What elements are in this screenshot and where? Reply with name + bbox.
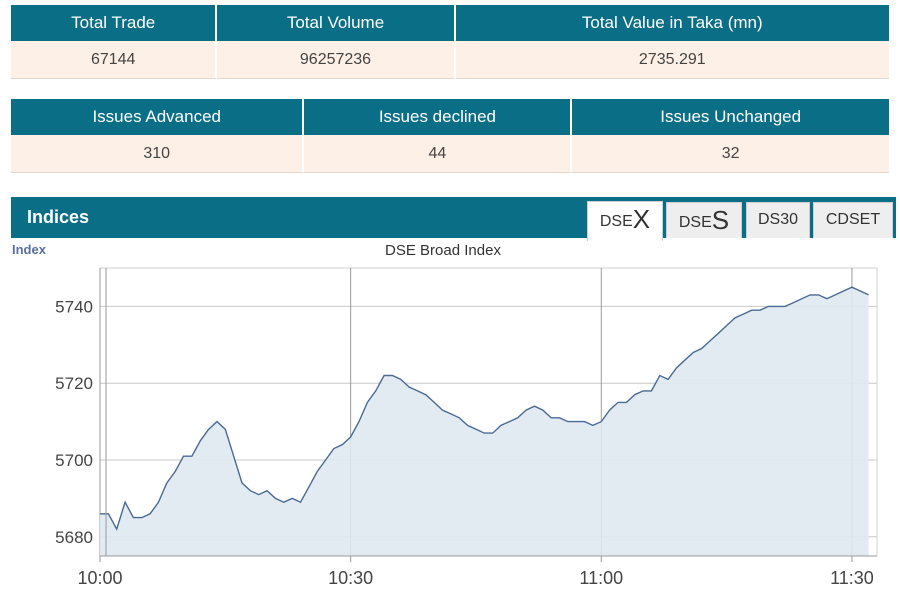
index-series-line [100,286,869,531]
y-tick-label: 5700 [55,451,93,470]
tab-dsex-suffix: X [632,204,651,234]
tab-dsex[interactable]: DSEX [587,201,663,241]
issues-declined-header: Issues declined [304,99,573,135]
y-tick-label: 5680 [55,528,93,547]
market-summary-header-row: Total Trade Total Volume Total Value in … [11,5,889,41]
issues-advanced-header: Issues Advanced [11,99,305,135]
market-summary-value-row: 67144 96257236 2735.291 [11,41,889,79]
issues-declined-value: 44 [304,135,573,173]
x-tick-label: 11:00 [579,568,623,588]
y-axis-label: Index [12,242,47,257]
index-area-fill [100,287,869,556]
total-volume-value: 96257236 [217,41,456,79]
total-value-header: Total Value in Taka (mn) [455,5,889,41]
total-trade-header: Total Trade [11,5,218,41]
total-trade-value: 67144 [11,41,218,79]
tab-ds30[interactable]: DS30 [746,202,810,238]
indices-header-bar: Indices DSEX DSES DS30 CDSET [11,197,896,241]
x-tick-label: 10:00 [77,568,122,588]
x-tick-label: 11:30 [830,568,874,588]
dsex-index-chart: 5680 5700 5720 5740 10:00 10:30 11:00 11:30 DSE… [12,242,878,588]
issues-advanced-value: 310 [11,135,305,173]
y-tick-label: 5740 [55,297,93,316]
issues-summary-value-row: 310 44 32 [11,135,889,173]
chart-title: DSE Broad Index [385,242,501,259]
tab-cdset-label: CDSET [825,211,881,228]
tab-cdset[interactable]: CDSET [813,202,893,238]
x-tick-label: 10:30 [328,568,373,588]
total-volume-header: Total Volume [217,5,456,41]
indices-title: Indices [27,207,90,227]
y-tick-label: 5720 [55,374,93,393]
market-summary-table: Total Trade Total Volume Total Value in … [11,5,889,79]
issues-summary-table: Issues Advanced Issues declined Issues U… [11,99,889,173]
tab-dsex-prefix: DSE [599,213,633,230]
issues-summary-header-row: Issues Advanced Issues declined Issues U… [11,99,889,135]
issues-unchanged-value: 32 [572,135,889,173]
total-value-value: 2735.291 [455,41,889,79]
tab-dses-suffix: S [711,205,730,235]
issues-unchanged-header: Issues Unchanged [572,99,889,135]
tab-ds30-label: DS30 [757,211,799,228]
tab-dses[interactable]: DSES [666,202,742,238]
tab-dses-prefix: DSE [678,214,712,231]
chart-axes: 5680 5700 5720 5740 10:00 10:30 11:00 11:30 [55,268,877,588]
